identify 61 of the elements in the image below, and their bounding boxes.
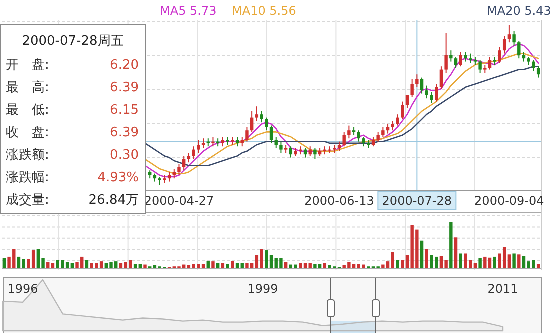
bar: [512, 254, 516, 268]
bar: [284, 262, 288, 268]
annotation: 6.20: [110, 58, 139, 73]
bar: [22, 259, 26, 268]
annotation: 开 盘:: [6, 58, 50, 73]
text: MA10 5.56: [232, 4, 296, 18]
bar: [401, 260, 404, 268]
annotation: 6.15: [110, 103, 139, 118]
annotation: 4.93%: [98, 170, 139, 186]
annotation: 涨跌幅:: [6, 170, 50, 186]
bar: [508, 254, 512, 268]
bar: [206, 261, 210, 268]
bar: [17, 256, 21, 268]
bar: [216, 263, 220, 268]
bar: [265, 250, 268, 268]
bar: [51, 263, 55, 268]
bar: [236, 263, 240, 268]
text: 26.84万: [88, 193, 139, 208]
bar: [391, 252, 394, 268]
annotation: 最 高:: [6, 80, 50, 96]
x-tick-label: 2000-04-27: [144, 194, 214, 208]
annotation: 0.30: [110, 148, 139, 163]
annotation: 2000-07-28周五: [22, 34, 124, 49]
bar: [478, 258, 482, 268]
x-tick-label: 2011: [488, 282, 518, 296]
bar: [459, 254, 462, 268]
bar: [396, 260, 400, 268]
bar: [70, 263, 74, 268]
annotation: 6.39: [110, 80, 139, 96]
bar: [46, 262, 50, 268]
bar: [450, 222, 453, 268]
bar: [474, 263, 478, 268]
bar: [493, 256, 496, 268]
bar: [2, 258, 6, 268]
bar: [270, 255, 274, 268]
bar: [425, 249, 428, 268]
bar: [85, 260, 89, 268]
annotation: 收 盘:: [6, 126, 50, 140]
x-tick-label: 1999: [248, 282, 278, 296]
annotation: 6.39: [110, 126, 139, 140]
text: MA20 5.43: [487, 4, 552, 18]
bar: [221, 263, 225, 268]
bar: [522, 256, 526, 268]
annotation: 最 低:: [6, 103, 50, 118]
bar: [144, 264, 147, 268]
bar: [231, 261, 234, 268]
x-tick-label: 1996: [8, 282, 38, 296]
bar: [226, 264, 230, 268]
x-tick-label: 2000-07-28: [382, 194, 452, 208]
text: 成交量:: [6, 192, 50, 208]
x-tick-label: 2000-09-04: [474, 194, 544, 208]
text: MA5 5.73: [160, 4, 217, 18]
bar: [299, 263, 302, 268]
bar: [518, 254, 521, 268]
bar: [420, 240, 424, 268]
bar: [454, 238, 458, 268]
bar: [240, 263, 244, 268]
x-tick-label: 2000-06-13: [304, 194, 374, 208]
bar: [212, 262, 215, 268]
annotation: 涨跌额:: [6, 148, 50, 163]
bar: [323, 263, 327, 268]
